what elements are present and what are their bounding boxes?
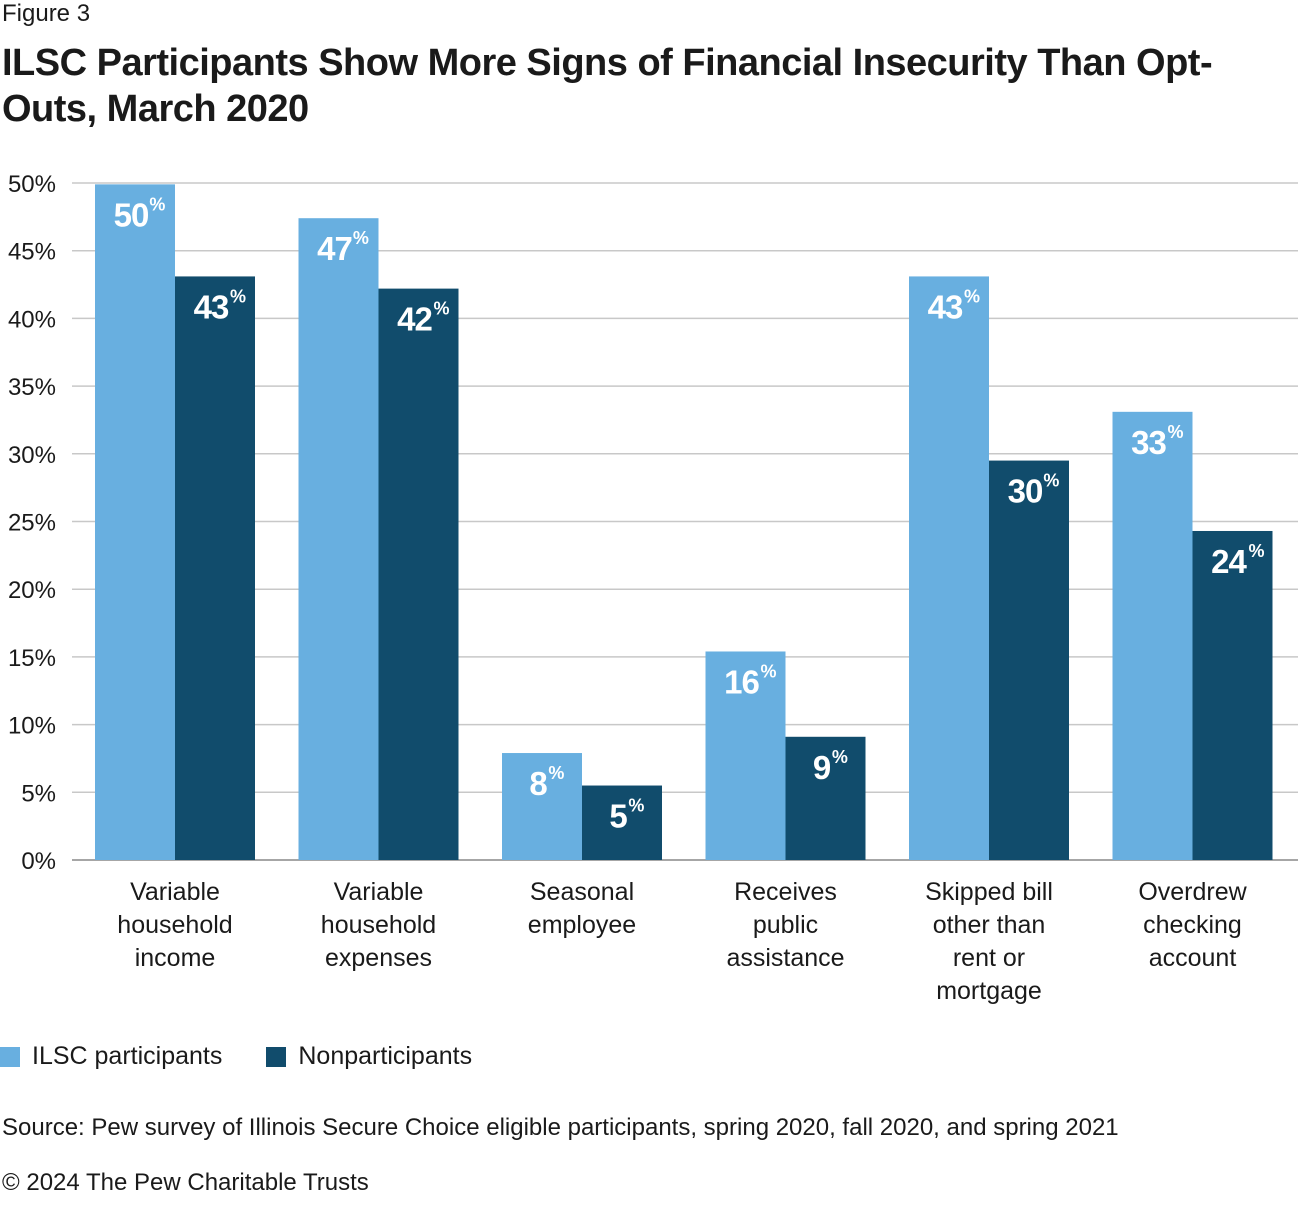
data-label: 16 (724, 663, 759, 700)
x-category-label: Variable (130, 878, 220, 906)
bar-nonparticipants (175, 276, 255, 860)
y-tick-label: 20% (8, 577, 56, 604)
bar-ilsc (1112, 411, 1193, 860)
data-label-percent: % (353, 228, 369, 248)
data-label-percent: % (832, 747, 848, 767)
x-category-label: income (135, 944, 216, 972)
y-tick-label: 10% (8, 713, 56, 740)
bar-ilsc (298, 218, 379, 861)
x-category-label: checking (1143, 911, 1242, 939)
data-label-percent: % (964, 286, 980, 306)
data-label: 24 (1211, 543, 1247, 580)
x-category-label: Seasonal (530, 878, 634, 906)
y-tick-label: 0% (21, 848, 56, 875)
data-label-percent: % (230, 286, 246, 306)
x-category-label: expenses (325, 944, 432, 972)
data-label: 8 (529, 765, 547, 802)
x-category-label: other than (933, 911, 1046, 939)
data-label: 5 (609, 798, 627, 835)
y-tick-label: 40% (8, 306, 56, 333)
data-label: 9 (813, 749, 831, 786)
y-tick-label: 5% (21, 780, 56, 807)
bar-nonparticipants (989, 460, 1069, 860)
bar-chart: 0%5%10%15%20%25%30%35%40%45%50%50 %43 %Var… (8, 171, 1298, 1005)
data-label-percent: % (548, 763, 564, 783)
data-label: 43 (928, 288, 963, 325)
data-label-percent: % (1248, 541, 1264, 561)
legend-label-nonparticipants: Nonparticipants (298, 1042, 473, 1070)
bar-ilsc (95, 184, 175, 860)
chart-title: ILSC Participants Show More Signs of Fin… (2, 42, 1213, 130)
x-category-label: assistance (726, 944, 844, 972)
data-label-percent: % (149, 194, 165, 214)
y-tick-label: 25% (8, 510, 56, 537)
legend-item-ilsc: ILSC participants (0, 1042, 222, 1071)
x-category-label: account (1149, 944, 1237, 972)
data-label: 33 (1131, 424, 1166, 461)
source-note: Source: Pew survey of Illinois Secure Ch… (2, 1114, 1119, 1141)
y-tick-label: 50% (8, 171, 56, 198)
bar-nonparticipants (582, 785, 662, 860)
data-label: 42 (397, 301, 432, 338)
data-label: 43 (194, 288, 229, 325)
legend-label-ilsc: ILSC participants (32, 1042, 223, 1070)
legend-swatch-ilsc (0, 1046, 20, 1067)
data-label: 47 (317, 230, 352, 267)
data-label: 30 (1008, 473, 1043, 510)
data-label-percent: % (628, 796, 644, 816)
x-category-label: mortgage (936, 977, 1042, 1005)
bar-nonparticipants (785, 736, 866, 860)
x-category-label: Receives (734, 878, 837, 906)
data-label-percent: % (1043, 471, 1059, 491)
data-label: 50 (114, 196, 149, 233)
y-tick-label: 35% (8, 374, 56, 401)
legend-swatch-nonparticipants (266, 1046, 287, 1067)
x-category-label: Skipped bill (925, 878, 1053, 906)
legend: ILSC participants Nonparticipants (0, 1042, 516, 1071)
y-tick-label: 15% (8, 645, 56, 672)
x-category-label: household (117, 911, 232, 939)
x-category-label: household (321, 911, 436, 939)
x-category-label: rent or (953, 944, 1025, 972)
data-label-percent: % (1167, 422, 1183, 442)
data-label-percent: % (433, 299, 449, 319)
bar-ilsc (502, 753, 582, 860)
figure-label: Figure 3 (2, 0, 91, 27)
bar-nonparticipants (378, 288, 459, 860)
y-tick-label: 30% (8, 442, 56, 469)
x-category-label: Overdrew (1138, 878, 1247, 906)
y-tick-label: 45% (8, 239, 56, 266)
bar-ilsc (909, 276, 989, 860)
x-category-label: Variable (334, 878, 424, 906)
legend-item-nonparticipants: Nonparticipants (266, 1042, 472, 1071)
x-category-label: public (753, 911, 818, 939)
data-label-percent: % (760, 661, 776, 681)
x-category-label: employee (528, 911, 636, 939)
bar-nonparticipants (1192, 530, 1273, 860)
bar-ilsc (705, 651, 786, 860)
copyright: © 2024 The Pew Charitable Trusts (2, 1169, 369, 1196)
